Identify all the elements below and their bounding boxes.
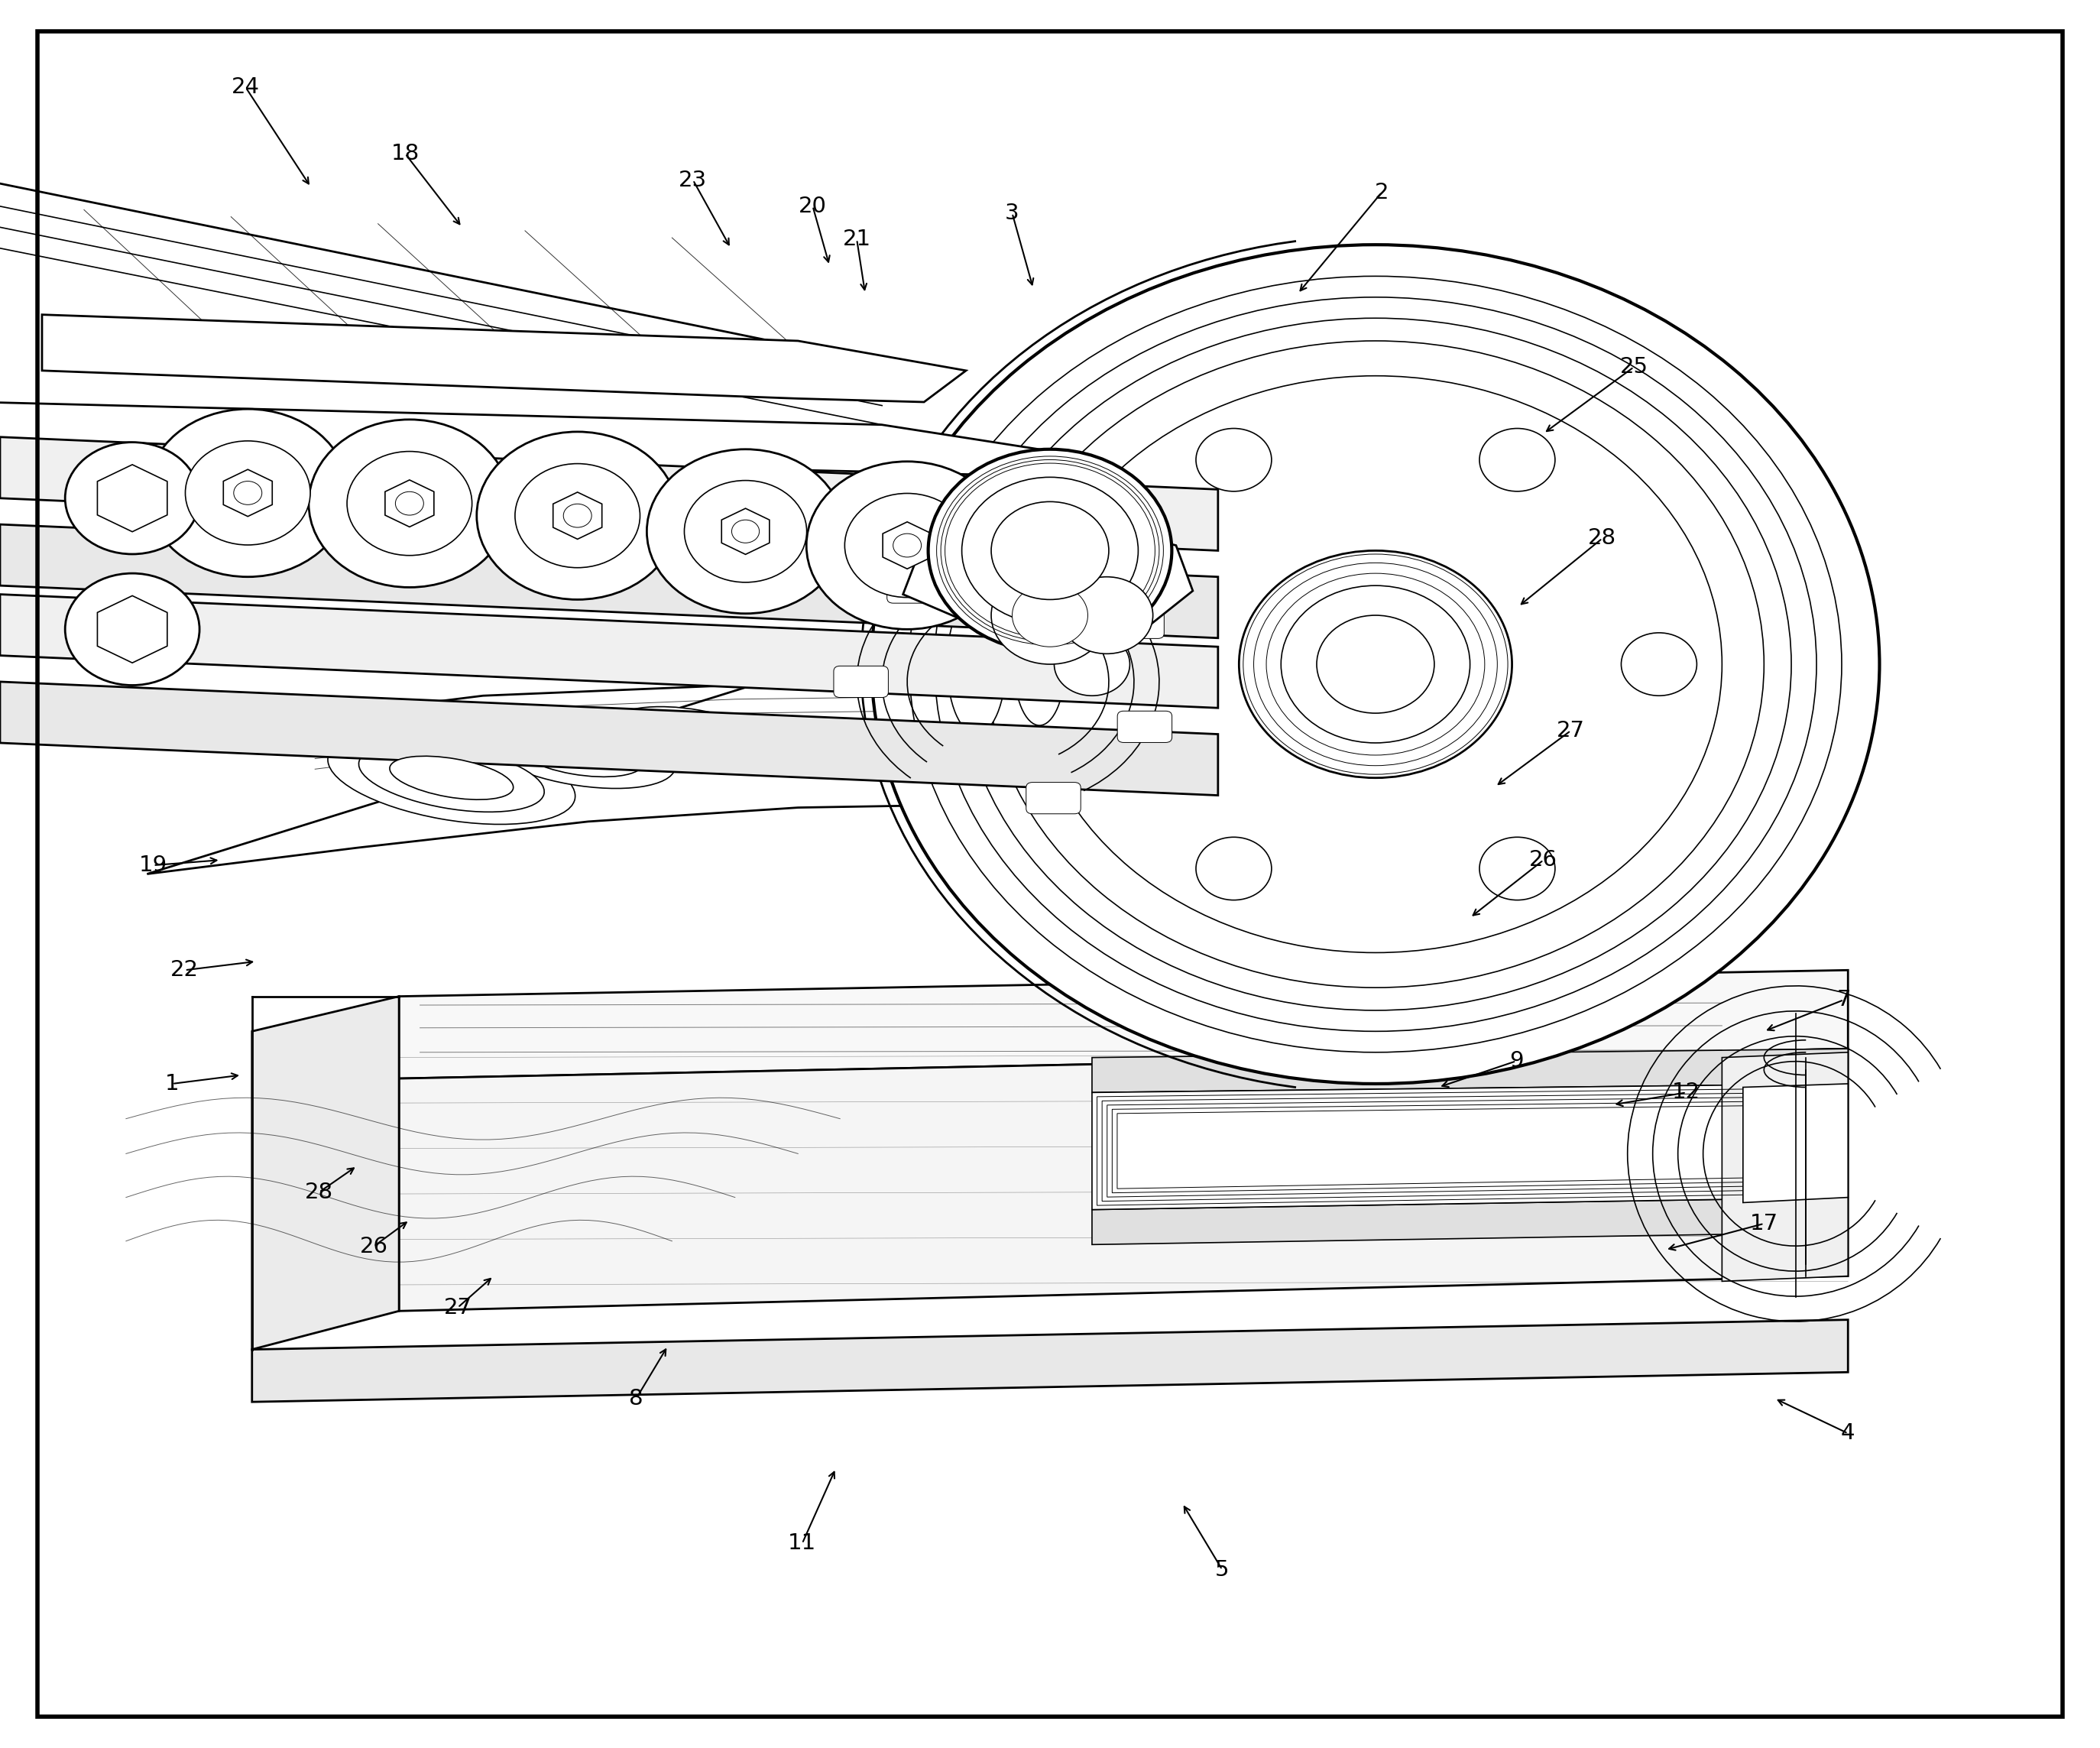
Circle shape: [185, 440, 311, 545]
Text: 28: 28: [1588, 528, 1617, 549]
Circle shape: [806, 461, 1008, 629]
Polygon shape: [1722, 1052, 1848, 1281]
Polygon shape: [252, 1320, 1848, 1402]
Text: 5: 5: [1216, 1559, 1228, 1580]
Text: 27: 27: [443, 1297, 472, 1318]
Circle shape: [346, 451, 472, 556]
Ellipse shape: [479, 715, 676, 788]
Circle shape: [935, 297, 1816, 1031]
Circle shape: [1478, 428, 1554, 491]
Circle shape: [1197, 428, 1270, 491]
Circle shape: [477, 432, 678, 600]
Circle shape: [960, 318, 1791, 1010]
Polygon shape: [147, 629, 1197, 874]
Circle shape: [1195, 837, 1273, 900]
Circle shape: [844, 493, 970, 598]
Circle shape: [1060, 577, 1153, 654]
Circle shape: [514, 463, 640, 568]
Text: 26: 26: [1529, 850, 1558, 871]
Circle shape: [1621, 633, 1697, 696]
Circle shape: [309, 420, 510, 587]
Text: 24: 24: [231, 77, 260, 98]
Circle shape: [1012, 584, 1088, 647]
Polygon shape: [0, 437, 1218, 551]
Text: 4: 4: [1842, 1423, 1854, 1444]
Text: 1: 1: [166, 1073, 179, 1094]
Circle shape: [909, 276, 1842, 1052]
Circle shape: [962, 477, 1138, 624]
FancyBboxPatch shape: [1117, 711, 1172, 743]
Text: 8: 8: [630, 1388, 643, 1409]
Polygon shape: [1113, 690, 1323, 822]
Circle shape: [65, 442, 200, 554]
Polygon shape: [903, 524, 1193, 650]
Text: 7: 7: [1838, 989, 1850, 1010]
Circle shape: [987, 341, 1764, 988]
FancyBboxPatch shape: [1027, 783, 1082, 815]
Ellipse shape: [1014, 603, 1065, 725]
Text: 9: 9: [1510, 1051, 1522, 1072]
Text: 12: 12: [1672, 1082, 1701, 1103]
Circle shape: [1054, 633, 1130, 696]
Circle shape: [563, 503, 592, 528]
Text: 11: 11: [788, 1533, 817, 1554]
Circle shape: [1478, 837, 1554, 900]
Text: 23: 23: [678, 170, 708, 191]
Circle shape: [991, 502, 1109, 600]
Text: 25: 25: [1619, 357, 1649, 378]
Text: 28: 28: [304, 1182, 334, 1203]
Circle shape: [65, 573, 200, 685]
Polygon shape: [399, 1049, 1848, 1311]
Text: 27: 27: [1556, 720, 1586, 741]
FancyBboxPatch shape: [1008, 545, 1063, 577]
Circle shape: [871, 245, 1880, 1084]
Circle shape: [685, 481, 806, 582]
Ellipse shape: [359, 743, 544, 813]
Text: 3: 3: [1006, 203, 1018, 224]
Circle shape: [647, 449, 844, 614]
FancyBboxPatch shape: [886, 572, 941, 603]
Circle shape: [147, 409, 349, 577]
Ellipse shape: [391, 757, 512, 799]
Ellipse shape: [510, 727, 645, 776]
Circle shape: [1029, 376, 1722, 953]
Circle shape: [233, 481, 262, 505]
Circle shape: [1239, 551, 1512, 778]
Circle shape: [892, 533, 922, 558]
Polygon shape: [399, 970, 1848, 1079]
Polygon shape: [0, 402, 1050, 475]
Ellipse shape: [611, 706, 775, 769]
Ellipse shape: [328, 731, 575, 825]
Text: 22: 22: [170, 960, 200, 981]
Text: 18: 18: [391, 143, 420, 164]
FancyBboxPatch shape: [834, 666, 888, 697]
Circle shape: [1281, 586, 1470, 743]
Ellipse shape: [947, 594, 1006, 734]
Polygon shape: [1092, 1049, 1848, 1092]
Circle shape: [991, 566, 1109, 664]
Text: 20: 20: [798, 196, 827, 217]
Circle shape: [731, 519, 760, 544]
Circle shape: [928, 449, 1172, 652]
Circle shape: [395, 491, 424, 516]
Text: 19: 19: [139, 855, 168, 876]
Polygon shape: [42, 315, 966, 402]
Polygon shape: [0, 524, 1218, 638]
Polygon shape: [1743, 1084, 1848, 1203]
Circle shape: [1317, 615, 1434, 713]
Polygon shape: [0, 682, 1218, 795]
Text: 21: 21: [842, 229, 872, 250]
Text: 2: 2: [1376, 182, 1388, 203]
Polygon shape: [0, 594, 1218, 708]
Text: 26: 26: [359, 1236, 388, 1257]
Polygon shape: [1092, 1197, 1848, 1245]
Polygon shape: [1092, 1084, 1848, 1210]
Polygon shape: [252, 996, 399, 1349]
Text: 17: 17: [1749, 1213, 1779, 1234]
FancyBboxPatch shape: [1109, 607, 1163, 638]
